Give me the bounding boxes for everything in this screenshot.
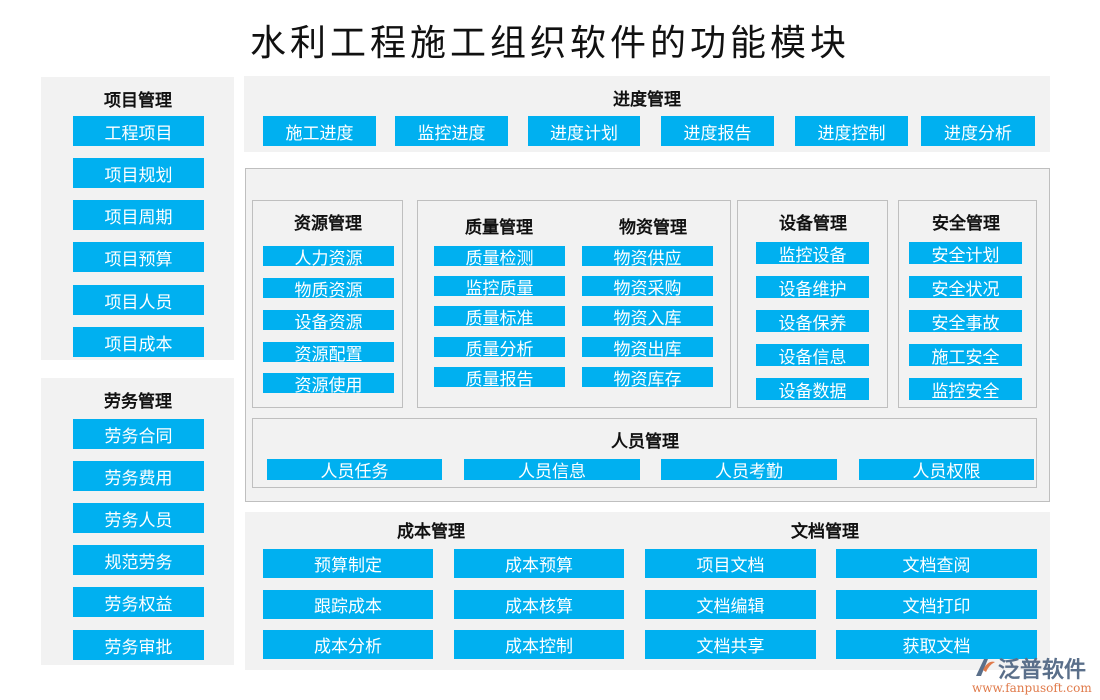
safety-title: 安全管理 bbox=[932, 214, 1000, 234]
resource-item-button[interactable]: 设备资源 bbox=[263, 310, 394, 333]
material-item-button[interactable]: 物资出库 bbox=[582, 337, 713, 360]
quality-item-button[interactable]: 质量标准 bbox=[434, 306, 565, 329]
cost-item-button[interactable]: 预算制定 bbox=[263, 549, 433, 578]
equipment-title: 设备管理 bbox=[779, 214, 847, 234]
cost-item-button[interactable]: 成本预算 bbox=[454, 549, 624, 578]
project-item-button[interactable]: 项目周期 bbox=[73, 200, 204, 230]
project-item-button[interactable]: 项目成本 bbox=[73, 327, 204, 357]
resource-item-button[interactable]: 资源配置 bbox=[263, 342, 394, 365]
labor-item-button[interactable]: 规范劳务 bbox=[73, 545, 204, 575]
docs-item-button[interactable]: 获取文档 bbox=[836, 630, 1037, 659]
personnel-item-button[interactable]: 人员考勤 bbox=[661, 459, 837, 482]
docs-item-button[interactable]: 文档查阅 bbox=[836, 549, 1037, 578]
resource-item-button[interactable]: 资源使用 bbox=[263, 373, 394, 396]
material-item-button[interactable]: 物资库存 bbox=[582, 367, 713, 390]
safety-item-button[interactable]: 安全计划 bbox=[909, 242, 1022, 266]
resource-item-button[interactable]: 人力资源 bbox=[263, 246, 394, 269]
project-title: 项目管理 bbox=[104, 91, 172, 111]
personnel-item-button[interactable]: 人员任务 bbox=[267, 459, 442, 482]
equipment-item-button[interactable]: 监控设备 bbox=[756, 242, 869, 266]
resource-item-button[interactable]: 物质资源 bbox=[263, 278, 394, 301]
page-title: 水利工程施工组织软件的功能模块 bbox=[249, 23, 850, 64]
material-title: 物资管理 bbox=[619, 218, 687, 238]
cost-title: 成本管理 bbox=[397, 522, 465, 542]
project-item-button[interactable]: 项目人员 bbox=[73, 285, 204, 315]
safety-item-button[interactable]: 施工安全 bbox=[909, 344, 1022, 368]
equipment-item-button[interactable]: 设备保养 bbox=[756, 310, 869, 334]
progress-item-button[interactable]: 进度控制 bbox=[795, 116, 908, 146]
safety-panel bbox=[898, 200, 1037, 408]
material-item-button[interactable]: 物资供应 bbox=[582, 246, 713, 269]
safety-item-button[interactable]: 安全事故 bbox=[909, 310, 1022, 334]
quality-item-button[interactable]: 监控质量 bbox=[434, 276, 565, 299]
project-item-button[interactable]: 项目规划 bbox=[73, 158, 204, 188]
progress-item-button[interactable]: 监控进度 bbox=[395, 116, 508, 146]
labor-item-button[interactable]: 劳务费用 bbox=[73, 461, 204, 491]
equipment-item-button[interactable]: 设备信息 bbox=[756, 344, 869, 368]
cost-item-button[interactable]: 跟踪成本 bbox=[263, 590, 433, 619]
logo-mark-icon bbox=[976, 659, 995, 676]
personnel-title: 人员管理 bbox=[611, 432, 679, 452]
equipment-panel bbox=[737, 200, 888, 408]
quality-item-button[interactable]: 质量分析 bbox=[434, 337, 565, 360]
equipment-item-button[interactable]: 设备数据 bbox=[756, 378, 869, 402]
labor-item-button[interactable]: 劳务权益 bbox=[73, 587, 204, 617]
fanpusoft-logo: 泛普软件 www.fanpusoft.com bbox=[972, 652, 1097, 698]
docs-item-button[interactable]: 文档共享 bbox=[645, 630, 816, 659]
progress-title: 进度管理 bbox=[613, 90, 681, 110]
equipment-item-button[interactable]: 设备维护 bbox=[756, 276, 869, 300]
progress-item-button[interactable]: 进度分析 bbox=[921, 116, 1035, 146]
docs-item-button[interactable]: 文档编辑 bbox=[645, 590, 816, 619]
cost-item-button[interactable]: 成本核算 bbox=[454, 590, 624, 619]
labor-title: 劳务管理 bbox=[104, 392, 172, 412]
docs-title: 文档管理 bbox=[791, 522, 859, 542]
quality-title: 质量管理 bbox=[465, 218, 533, 238]
logo-url: www.fanpusoft.com bbox=[972, 681, 1092, 695]
labor-item-button[interactable]: 劳务审批 bbox=[73, 630, 204, 660]
labor-item-button[interactable]: 劳务合同 bbox=[73, 419, 204, 449]
resource-title: 资源管理 bbox=[294, 214, 362, 234]
progress-item-button[interactable]: 施工进度 bbox=[263, 116, 376, 146]
logo-name: 泛普软件 bbox=[998, 658, 1087, 683]
docs-item-button[interactable]: 项目文档 bbox=[645, 549, 816, 578]
material-item-button[interactable]: 物资入库 bbox=[582, 306, 713, 329]
project-item-button[interactable]: 项目预算 bbox=[73, 242, 204, 272]
personnel-item-button[interactable]: 人员信息 bbox=[464, 459, 640, 482]
cost-item-button[interactable]: 成本分析 bbox=[263, 630, 433, 659]
safety-item-button[interactable]: 监控安全 bbox=[909, 378, 1022, 402]
safety-item-button[interactable]: 安全状况 bbox=[909, 276, 1022, 300]
progress-item-button[interactable]: 进度报告 bbox=[661, 116, 774, 146]
material-item-button[interactable]: 物资采购 bbox=[582, 276, 713, 299]
docs-item-button[interactable]: 文档打印 bbox=[836, 590, 1037, 619]
quality-item-button[interactable]: 质量检测 bbox=[434, 246, 565, 269]
progress-panel bbox=[244, 76, 1050, 152]
project-item-button[interactable]: 工程项目 bbox=[73, 116, 204, 146]
personnel-item-button[interactable]: 人员权限 bbox=[859, 459, 1034, 482]
cost-item-button[interactable]: 成本控制 bbox=[454, 630, 624, 659]
progress-item-button[interactable]: 进度计划 bbox=[528, 116, 640, 146]
quality-item-button[interactable]: 质量报告 bbox=[434, 367, 565, 390]
labor-item-button[interactable]: 劳务人员 bbox=[73, 503, 204, 533]
